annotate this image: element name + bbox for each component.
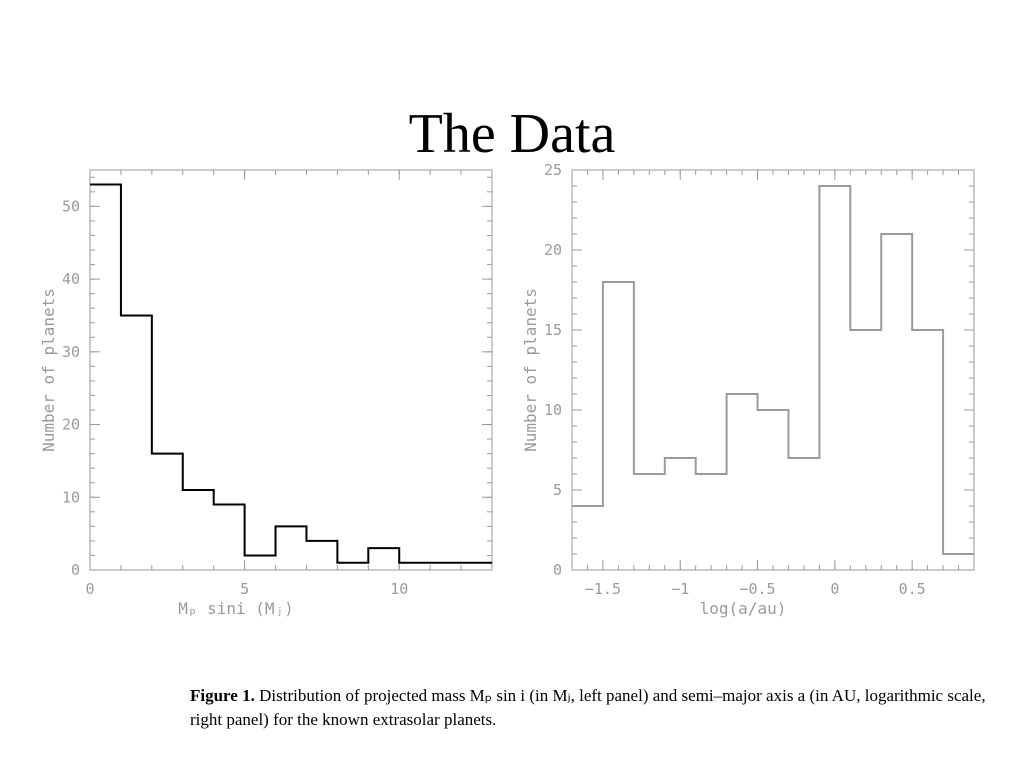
histogram-bin	[337, 563, 368, 570]
x-tick-label: 0	[85, 580, 94, 598]
x-axis-title: log(a/au)	[700, 599, 787, 618]
histogram-bin	[788, 458, 819, 570]
y-tick-label: 0	[553, 561, 562, 579]
histogram-bin	[943, 554, 974, 570]
y-tick-label: 25	[544, 161, 562, 179]
y-axis-title: Number of planets	[521, 288, 540, 452]
histogram-bin	[665, 458, 696, 570]
left-panel-mass-histogram: 0 5 10 0 10 20 30 40 50 Mₚ sini (Mⱼ) Number of pla…	[39, 169, 493, 618]
y-tick-label: 50	[62, 197, 80, 215]
figure-caption-text: Distribution of projected mass Mₚ sin i …	[190, 686, 986, 729]
y-tick-label: 5	[553, 481, 562, 499]
y-tick-label: 10	[544, 401, 562, 419]
slide-title: The Data	[408, 103, 616, 165]
histogram-step-line	[572, 185, 974, 555]
histogram-bin	[634, 474, 665, 570]
y-axis-title: Number of planets	[39, 288, 58, 452]
y-tick-label: 20	[62, 416, 80, 434]
histogram-bin	[603, 282, 634, 570]
figure-caption: Figure 1. Distribution of projected mass…	[190, 684, 990, 732]
right-panel-semimajor-histogram: −1.5 −1 −0.5 0 0.5 0 5 10 15 20 25 log(a/au) Number …	[521, 161, 975, 618]
y-tick-label: 30	[62, 343, 80, 361]
y-tick-label: 20	[544, 241, 562, 259]
histogram-bin	[276, 526, 307, 570]
histogram-bin	[850, 330, 881, 570]
histogram-bin	[399, 563, 430, 570]
x-tick-label: 0.5	[899, 580, 926, 598]
histogram-bin	[461, 563, 492, 570]
histogram-bin	[90, 185, 121, 570]
histogram-bin	[572, 506, 603, 570]
histogram-bin	[430, 563, 461, 570]
x-tick-label: −1	[671, 580, 689, 598]
y-tick-label: 0	[71, 561, 80, 579]
histogram-bin	[245, 555, 276, 570]
histogram-bin	[214, 505, 245, 570]
y-tick-label: 15	[544, 321, 562, 339]
x-axis-title: Mₚ sini (Mⱼ)	[178, 599, 294, 618]
figure-label: Figure 1.	[190, 686, 255, 705]
x-tick-label: 0	[830, 580, 839, 598]
histogram-bin	[819, 186, 850, 570]
x-tick-label: −0.5	[739, 580, 775, 598]
y-tick-label: 10	[62, 488, 80, 506]
histogram-bin	[368, 548, 399, 570]
histogram-bin	[121, 315, 152, 570]
histogram-bin	[881, 234, 912, 570]
y-tick-label: 40	[62, 270, 80, 288]
histogram-bin	[306, 541, 337, 570]
histogram-bin	[912, 330, 943, 570]
histogram-step-line	[90, 183, 492, 564]
histogram-bin	[696, 474, 727, 570]
x-tick-label: −1.5	[585, 580, 621, 598]
histogram-bin	[758, 410, 789, 570]
histogram-bin	[152, 454, 183, 570]
histogram-bin	[183, 490, 214, 570]
plot-frame	[89, 169, 493, 571]
histogram-bin	[727, 394, 758, 570]
x-tick-label: 10	[390, 580, 408, 598]
x-tick-label: 5	[240, 580, 249, 598]
